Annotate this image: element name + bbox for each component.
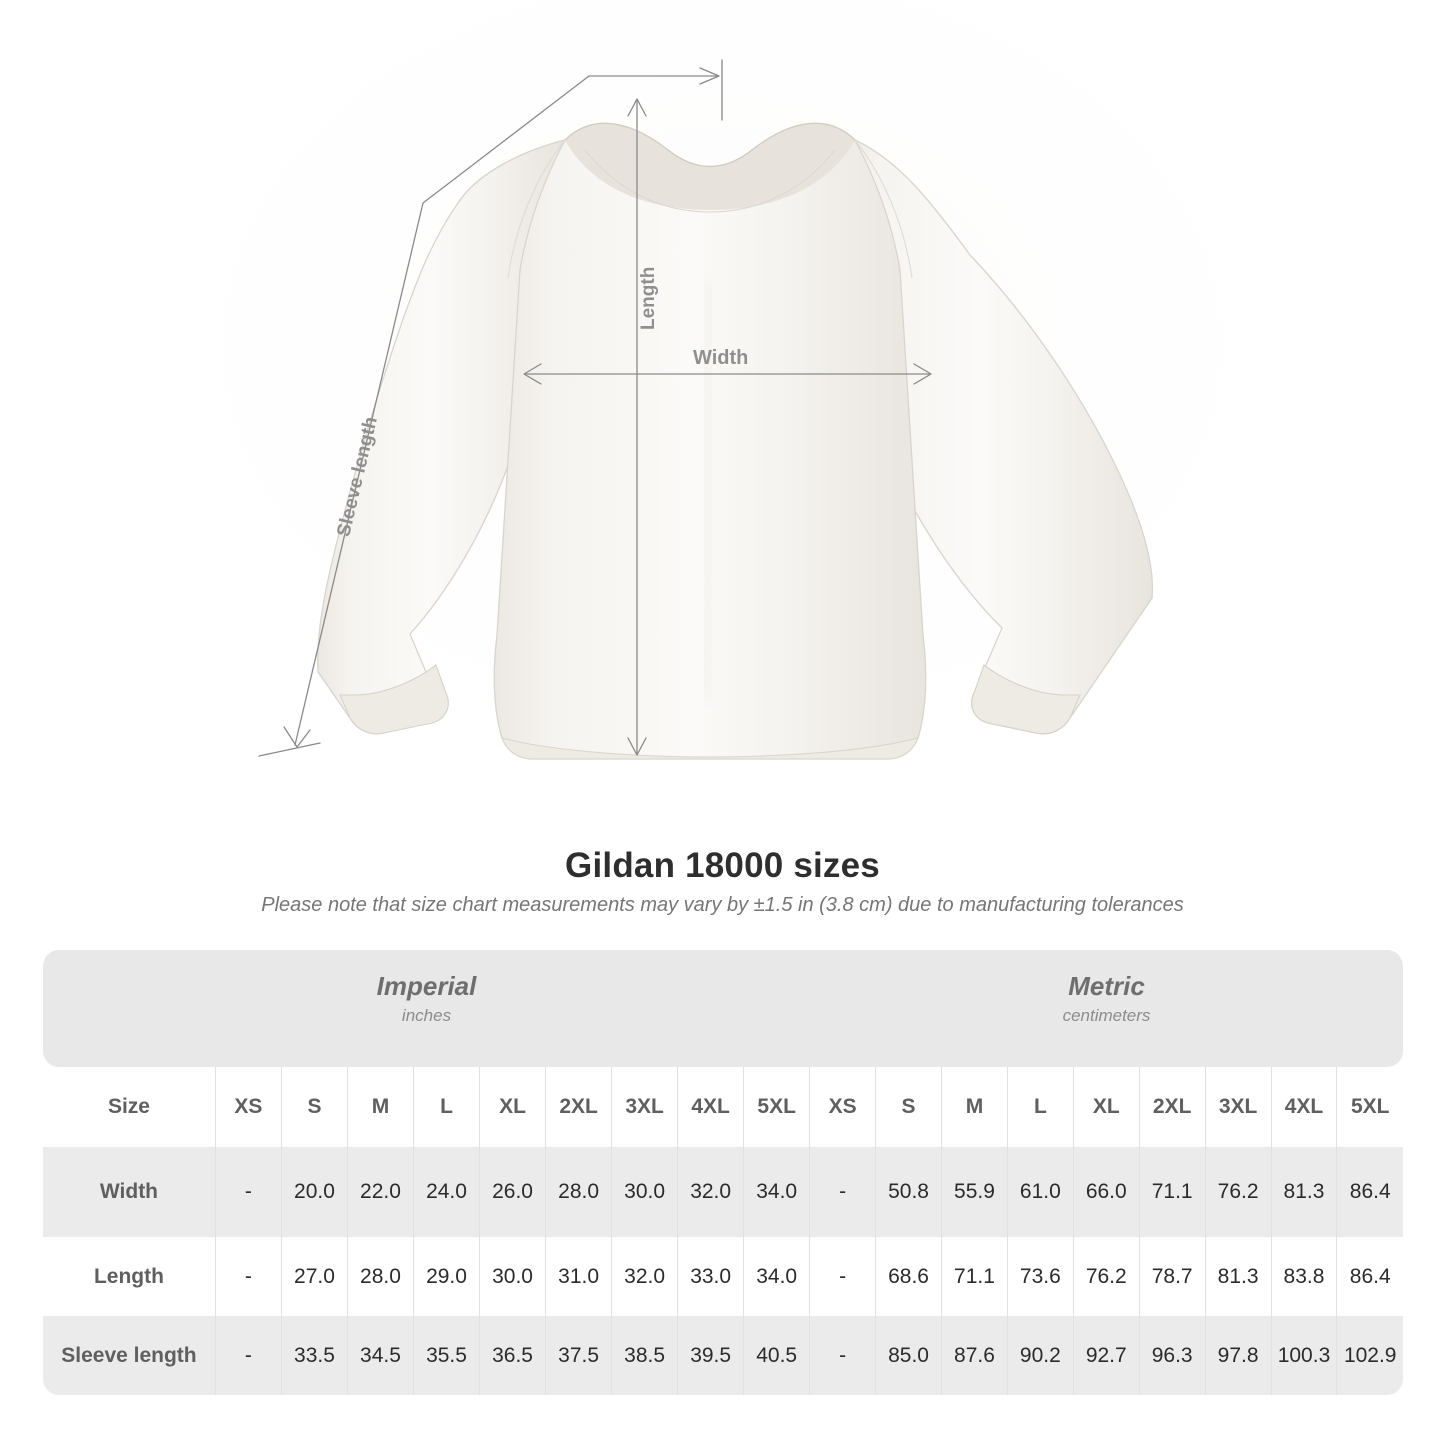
svg-text:Length: Length bbox=[638, 267, 659, 330]
svg-text:Width: Width bbox=[693, 347, 748, 369]
